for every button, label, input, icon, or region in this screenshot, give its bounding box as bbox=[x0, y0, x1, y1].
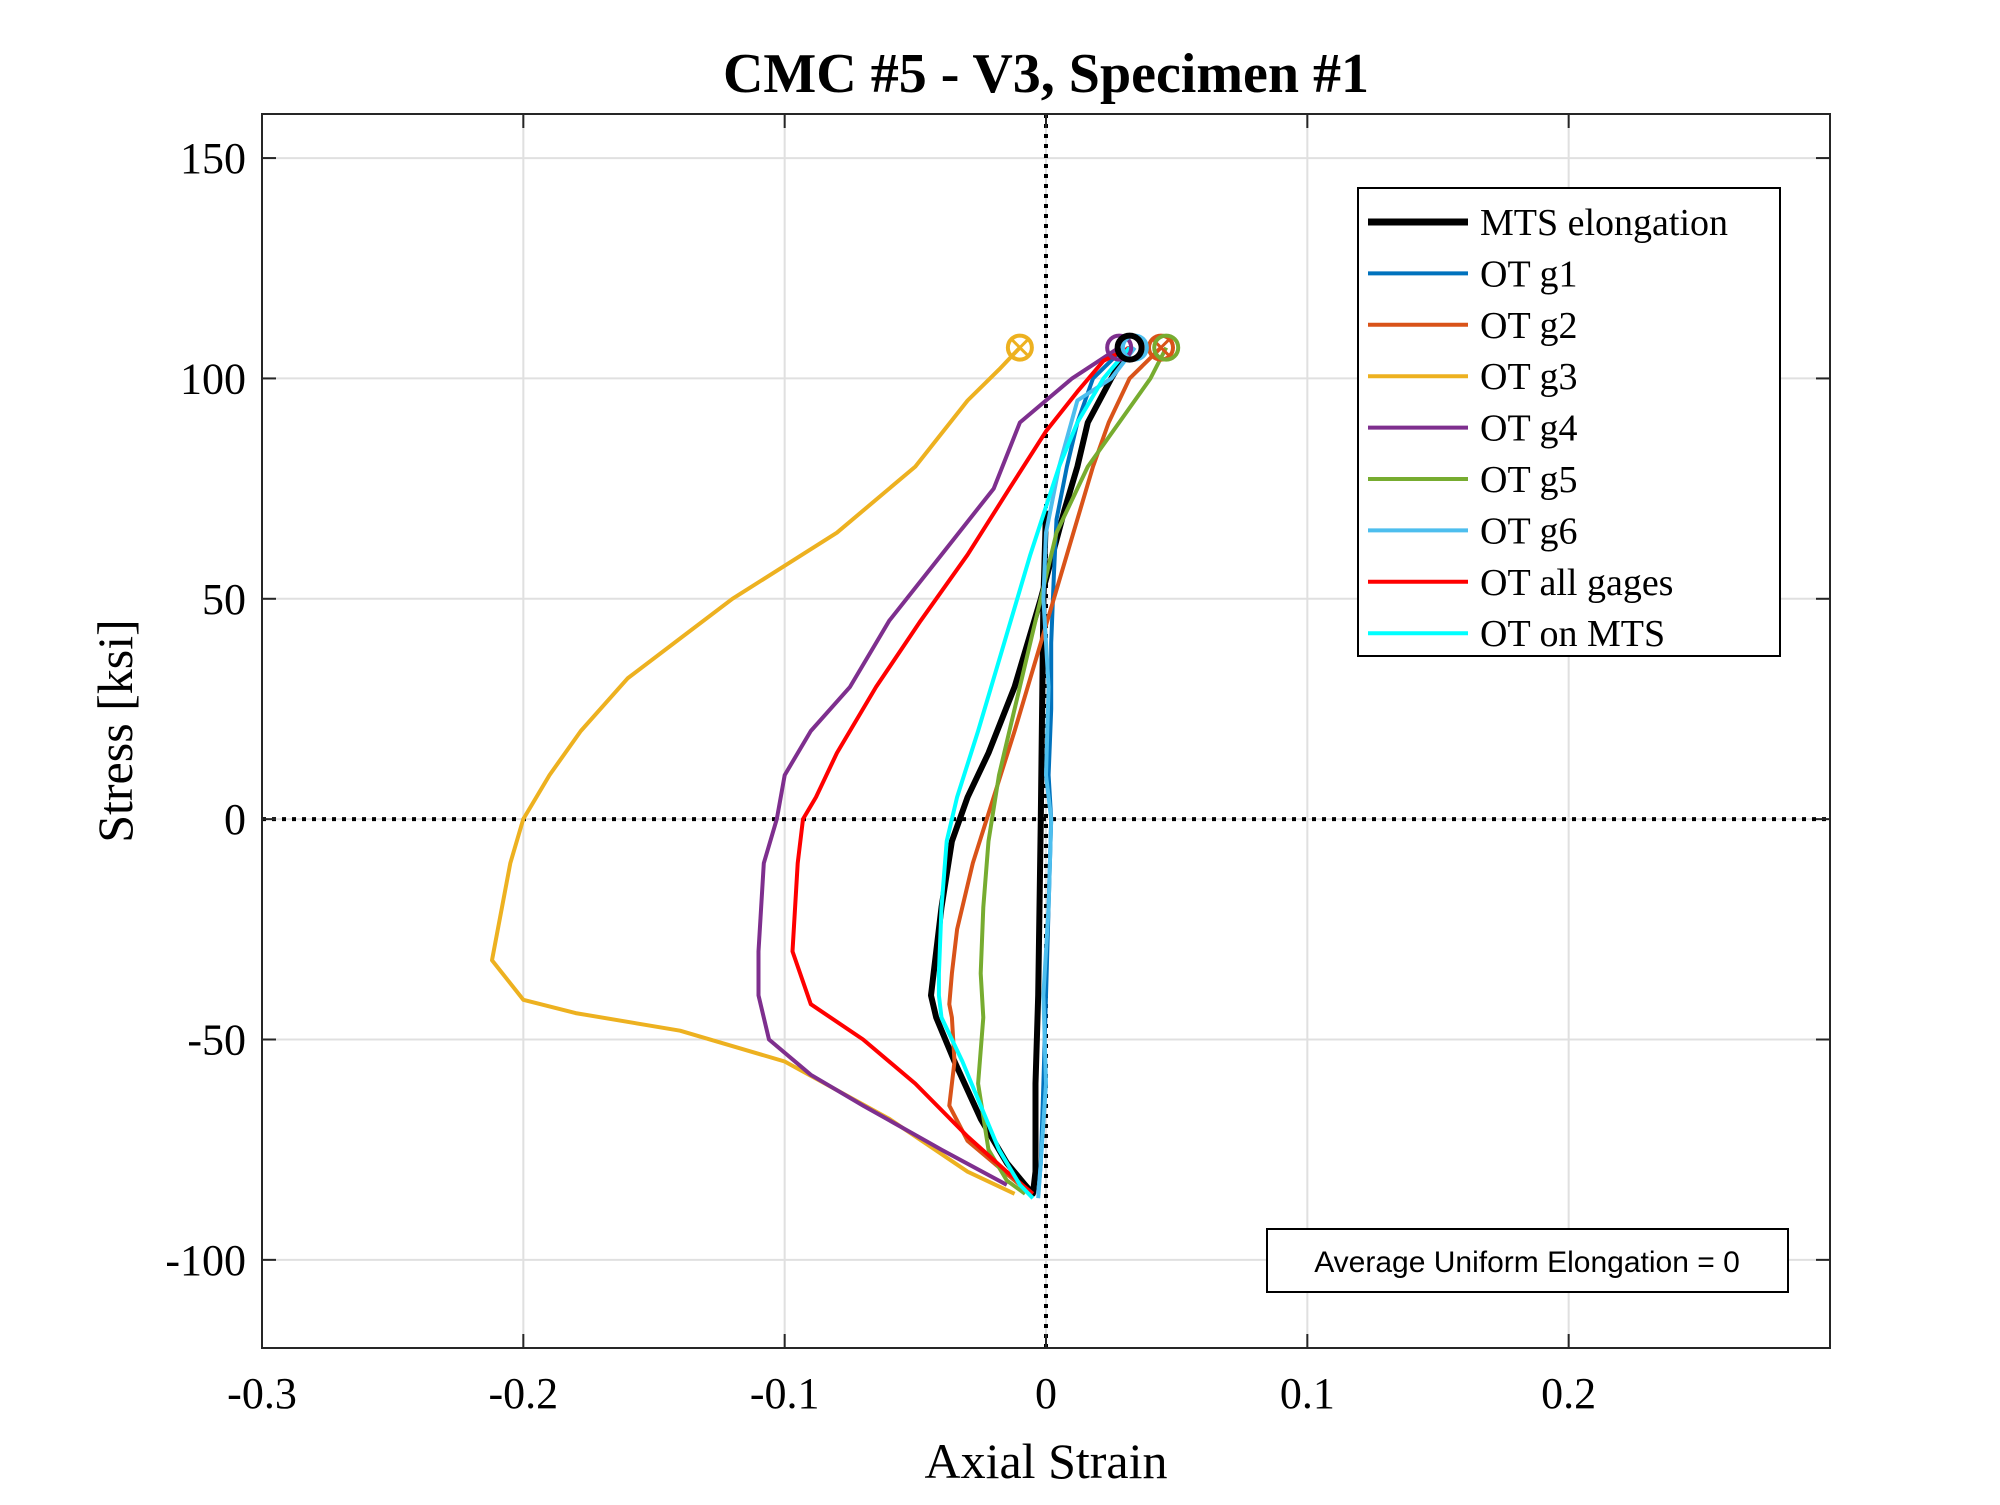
tick-labels: -0.3 -0.2 -0.1 0 0.1 0.2 -100 -50 0 50 100 150 bbox=[165, 134, 1596, 1418]
y-tick-label: 0 bbox=[224, 795, 246, 844]
legend-box bbox=[1357, 187, 1781, 657]
series-lines bbox=[490, 345, 1168, 1200]
axis-ticks bbox=[261, 114, 1830, 1348]
series-line-ot-g3 bbox=[490, 346, 1022, 1196]
legend-label: OT g6 bbox=[1480, 510, 1577, 552]
legend-label: OT g2 bbox=[1480, 305, 1577, 347]
x-tick-label: 0.1 bbox=[1280, 1369, 1335, 1418]
legend-item-ot-g4: OT g4 bbox=[1368, 408, 1577, 450]
legend-label: OT on MTS bbox=[1480, 613, 1665, 655]
y-tick-label: -50 bbox=[187, 1016, 246, 1065]
legend-item-ot-g6: OT g6 bbox=[1368, 510, 1577, 552]
series-line-ot-on-mts bbox=[936, 346, 1132, 1200]
legend-item-ot-g2: OT g2 bbox=[1368, 305, 1577, 347]
legend-label: OT g3 bbox=[1480, 356, 1577, 398]
x-axis-label: Axial Strain bbox=[924, 1433, 1167, 1489]
annotation-box: Average Uniform Elongation = 0 bbox=[1266, 1228, 1789, 1293]
x-tick-label: 0 bbox=[1035, 1369, 1057, 1418]
series-line-mts-elongation bbox=[928, 346, 1133, 1197]
failure-marker-mts-elongation bbox=[1114, 332, 1145, 363]
series-line-ot-g6 bbox=[1036, 346, 1137, 1199]
legend-label: OT g4 bbox=[1480, 408, 1577, 450]
y-axis-label: Stress [ksi] bbox=[87, 619, 143, 843]
legend-item-ot-on-mts: OT on MTS bbox=[1368, 613, 1665, 655]
x-tick-label: -0.2 bbox=[489, 1369, 559, 1418]
legend-label: MTS elongation bbox=[1480, 202, 1728, 244]
series-line-ot-g4 bbox=[756, 345, 1121, 1187]
legend-item-ot-g1: OT g1 bbox=[1368, 253, 1577, 295]
x-tick-label: -0.1 bbox=[750, 1369, 820, 1418]
legend-item-ot-all-gages: OT all gages bbox=[1368, 562, 1673, 604]
y-tick-label: 150 bbox=[180, 134, 246, 183]
legend-label: OT g5 bbox=[1480, 459, 1577, 501]
failure-marker-ot-g4 bbox=[1105, 333, 1134, 362]
legend-item-mts-elongation: MTS elongation bbox=[1368, 202, 1728, 244]
annotation-frame bbox=[1266, 1228, 1789, 1293]
annotation-text: Average Uniform Elongation = 0 bbox=[1314, 1246, 1740, 1279]
legend-label: OT g1 bbox=[1480, 253, 1577, 295]
legend-item-ot-g3: OT g3 bbox=[1368, 356, 1577, 398]
y-tick-label: 50 bbox=[202, 575, 246, 624]
y-tick-label: 100 bbox=[180, 354, 246, 403]
x-tick-label: -0.3 bbox=[227, 1369, 297, 1418]
chart-title: CMC #5 - V3, Specimen #1 bbox=[723, 43, 1369, 105]
y-tick-label: -100 bbox=[165, 1236, 246, 1285]
x-tick-label: 0.2 bbox=[1541, 1369, 1596, 1418]
failure-marker-ot-g5 bbox=[1152, 333, 1181, 362]
series-line-ot-g2 bbox=[947, 346, 1163, 1196]
failure-markers bbox=[1005, 332, 1181, 363]
legend-item-ot-g5: OT g5 bbox=[1368, 459, 1577, 501]
legend-label: OT all gages bbox=[1480, 562, 1673, 604]
series-line-ot-all-gages bbox=[790, 345, 1131, 1196]
failure-marker-ot-g3 bbox=[1005, 333, 1034, 362]
legend: MTS elongation OT g1 OT g2 OT g3 OT g4 OT g5 O… bbox=[1357, 187, 1781, 657]
